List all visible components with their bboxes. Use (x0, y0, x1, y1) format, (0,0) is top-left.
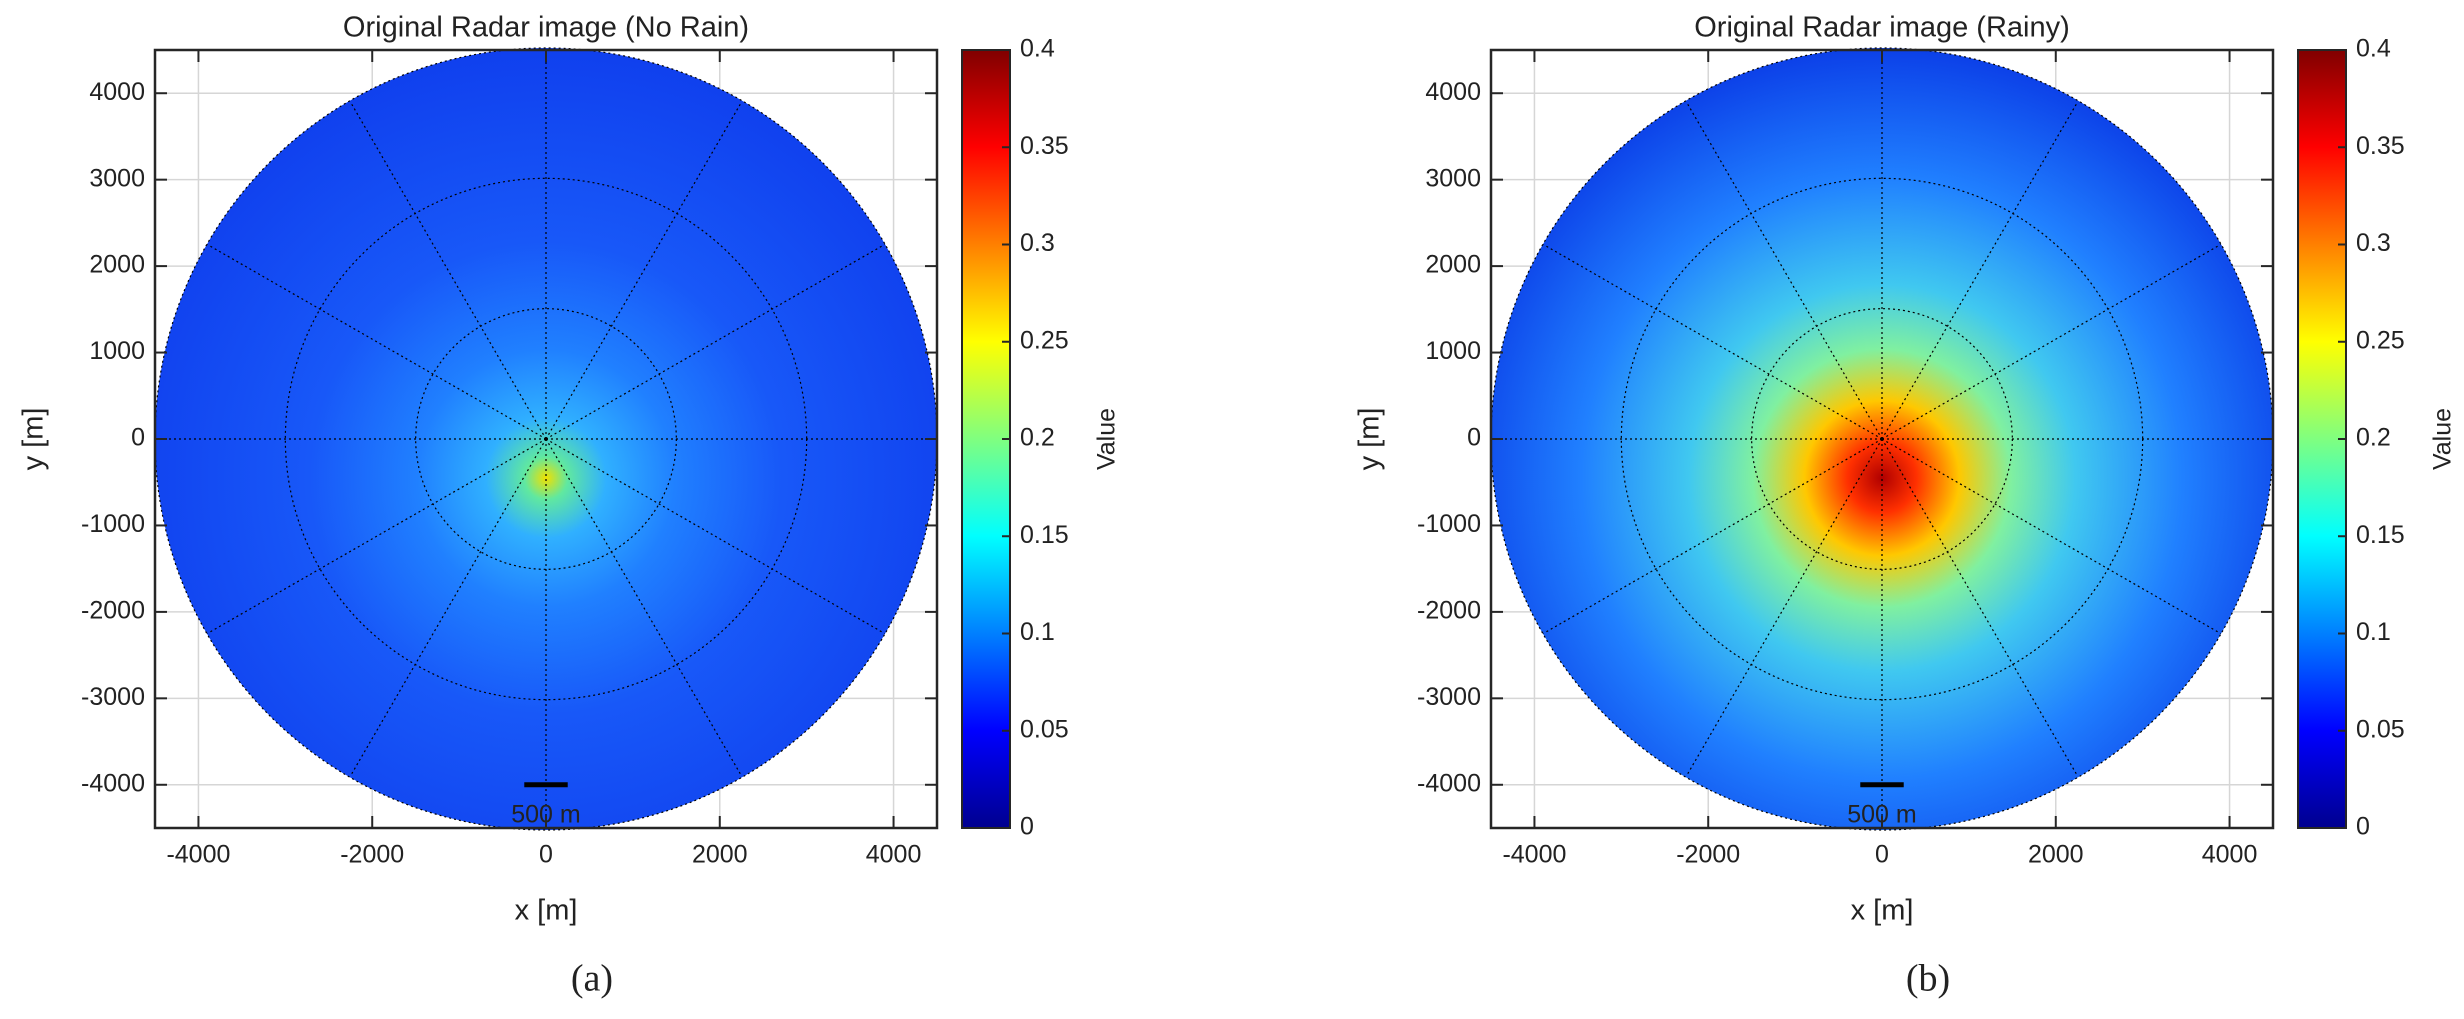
y-tick-label: 2000 (1425, 251, 1481, 279)
chart-title: Original Radar image (Rainy) (1694, 12, 2070, 44)
colorbar-tick-label: 0.1 (1020, 618, 1055, 646)
colorbar-tick-label: 0.3 (1020, 229, 1055, 257)
y-axis-label: y [m] (18, 408, 50, 471)
y-tick-label: 3000 (89, 164, 145, 192)
subfigure-caption: (a) (571, 958, 613, 1000)
colorbar-tick-label: 0.2 (2356, 424, 2391, 452)
colorbar-tick-label: 0.4 (2356, 35, 2391, 63)
spoke (207, 438, 547, 635)
x-tick-label: -4000 (1502, 841, 1566, 869)
colorbar-tick-label: 0.05 (1020, 715, 1069, 743)
y-tick-label: 1000 (1425, 337, 1481, 365)
x-tick-label: 2000 (2028, 841, 2084, 869)
x-tick-label: 0 (1875, 841, 1889, 869)
colorbar-tick-label: 0.15 (1020, 521, 1069, 549)
y-tick-label: -3000 (1417, 683, 1481, 711)
y-tick-label: 2000 (89, 251, 145, 279)
x-tick-label: 0 (539, 841, 553, 869)
y-axis-label: y [m] (1354, 408, 1386, 471)
y-tick-label: -2000 (1417, 596, 1481, 624)
x-tick-label: -4000 (166, 841, 230, 869)
y-tick-label: 1000 (89, 337, 145, 365)
y-tick-label: -1000 (81, 510, 145, 538)
spoke (545, 438, 885, 635)
spoke (1543, 243, 1883, 440)
y-tick-label: 0 (131, 424, 145, 452)
y-tick-label: 0 (1467, 424, 1481, 452)
x-tick-label: -2000 (1676, 841, 1740, 869)
x-axis-label: x [m] (515, 895, 578, 927)
colorbar-tick-label: 0 (1020, 813, 1034, 841)
x-tick-label: 4000 (866, 841, 922, 869)
colorbar-tick-label: 0.3 (2356, 229, 2391, 257)
x-tick-label: -2000 (340, 841, 404, 869)
colorbar-tick-label: 0 (2356, 813, 2370, 841)
spoke (1543, 438, 1883, 635)
colorbar-tick-label: 0.4 (1020, 35, 1055, 63)
spoke (545, 243, 885, 440)
y-tick-label: -3000 (81, 683, 145, 711)
colorbar-label: Value (1093, 408, 1121, 470)
colorbar-tick-label: 0.1 (2356, 618, 2391, 646)
y-tick-label: -2000 (81, 596, 145, 624)
colorbar-tick-label: 0.25 (1020, 326, 1069, 354)
colorbar-tick-label: 0.15 (2356, 521, 2405, 549)
y-tick-label: -1000 (1417, 510, 1481, 538)
colorbar-label: Value (2429, 408, 2457, 470)
colorbar-tick-label: 0.35 (1020, 132, 1069, 160)
colorbar-tick-label: 0.05 (2356, 715, 2405, 743)
colorbar-tick-label: 0.35 (2356, 132, 2405, 160)
y-tick-label: 4000 (89, 78, 145, 106)
y-tick-label: 4000 (1425, 78, 1481, 106)
x-tick-label: 4000 (2202, 841, 2258, 869)
y-tick-label: 3000 (1425, 164, 1481, 192)
colorbar-tick-label: 0.25 (2356, 326, 2405, 354)
x-axis-label: x [m] (1851, 895, 1914, 927)
y-tick-label: -4000 (81, 769, 145, 797)
colorbar-tick-label: 0.2 (1020, 424, 1055, 452)
spoke (1881, 243, 2221, 440)
chart-title: Original Radar image (No Rain) (343, 12, 749, 44)
x-tick-label: 2000 (692, 841, 748, 869)
spoke (207, 243, 547, 440)
spoke (1881, 438, 2221, 635)
subfigure-caption: (b) (1906, 958, 1950, 1000)
y-tick-label: -4000 (1417, 769, 1481, 797)
